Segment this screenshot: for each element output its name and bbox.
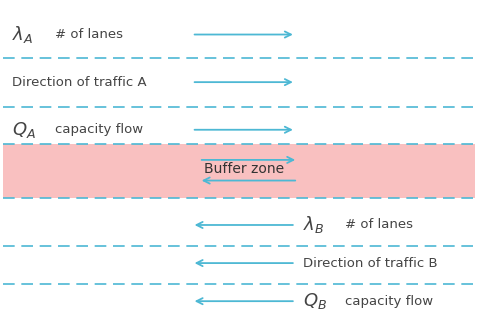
Text: capacity flow: capacity flow (345, 295, 434, 308)
Bar (3, 144, 475, 198)
Text: Direction of traffic A: Direction of traffic A (12, 76, 147, 89)
Text: # of lanes: # of lanes (55, 28, 123, 41)
Text: capacity flow: capacity flow (55, 123, 143, 136)
Text: $\lambda_B$: $\lambda_B$ (303, 214, 324, 235)
Text: Buffer zone: Buffer zone (204, 162, 284, 176)
Text: # of lanes: # of lanes (345, 218, 413, 232)
Text: $Q_A$: $Q_A$ (12, 120, 36, 140)
Text: Direction of traffic B: Direction of traffic B (303, 256, 437, 270)
Text: $Q_B$: $Q_B$ (303, 291, 327, 311)
Text: $\lambda_A$: $\lambda_A$ (12, 24, 33, 45)
